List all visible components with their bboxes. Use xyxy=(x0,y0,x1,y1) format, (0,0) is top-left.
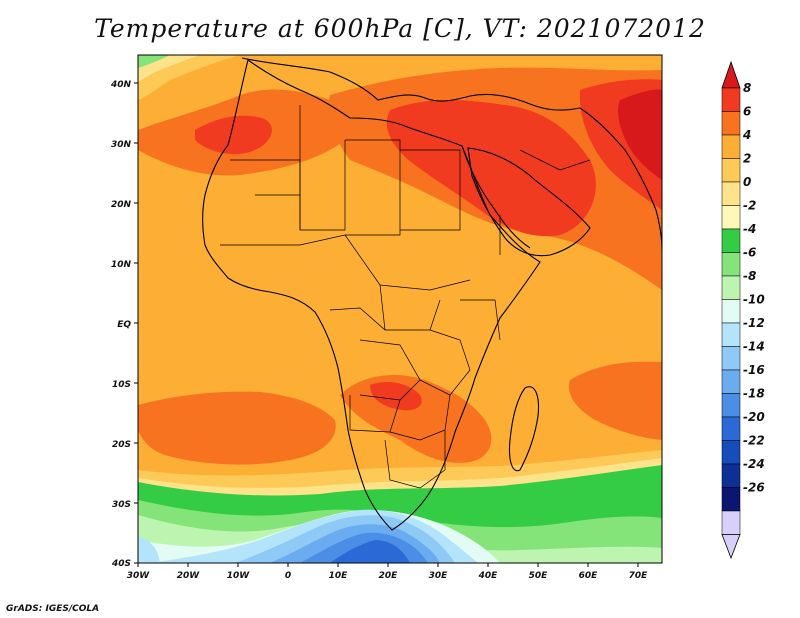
colorbar-cell xyxy=(721,416,741,441)
colorbar: 8 6 4 2 0 -2 -4 -6 -8 -10 -12 -14 -16 -1… xyxy=(721,60,765,560)
colorbar-label: 6 xyxy=(743,105,751,119)
lon-label-60e: 60E xyxy=(579,571,599,581)
colorbar-label: -22 xyxy=(743,434,765,448)
lon-label-50e: 50E xyxy=(529,571,549,581)
colorbar-cell xyxy=(721,252,741,277)
lat-label-10s: 10S xyxy=(112,380,131,390)
colorbar-label: -14 xyxy=(743,340,765,354)
lon-label-40e: 40E xyxy=(478,571,499,581)
colorbar-cell xyxy=(721,510,741,535)
colorbar-top-arrow xyxy=(721,60,741,89)
lat-label-40n: 40N xyxy=(110,80,132,90)
lon-label-20e: 20E xyxy=(379,571,399,581)
lat-label-20n: 20N xyxy=(111,200,132,210)
credit-text: GrADS: IGES/COLA xyxy=(6,604,100,614)
colorbar-cell xyxy=(721,181,741,206)
colorbar-label: 4 xyxy=(742,128,751,142)
colorbar-label: -20 xyxy=(743,410,765,424)
colorbar-cell xyxy=(721,134,741,159)
colorbar-label: -18 xyxy=(743,387,765,401)
colorbar-label: -8 xyxy=(743,269,756,283)
colorbar-label: -6 xyxy=(743,246,756,260)
colorbar-cell xyxy=(721,299,741,324)
lat-label-20s: 20S xyxy=(112,440,131,450)
colorbar-cell xyxy=(721,111,741,136)
colorbar-cell xyxy=(721,440,741,465)
lon-label-0: 0 xyxy=(285,571,291,581)
lon-label-70e: 70E xyxy=(629,571,649,581)
colorbar-label: 0 xyxy=(743,175,751,189)
lon-label-20w: 20W xyxy=(177,571,201,581)
lon-label-10e: 10E xyxy=(329,571,349,581)
colorbar-cell xyxy=(721,158,741,183)
lon-label-30w: 30W xyxy=(127,571,151,581)
country-borders xyxy=(220,105,591,489)
lat-label-10n: 10N xyxy=(111,260,132,270)
colorbar-label: -4 xyxy=(743,222,756,236)
lon-label-30e: 30E xyxy=(429,571,449,581)
colorbar-bottom-arrow xyxy=(721,534,741,560)
colorbar-cell xyxy=(721,205,741,230)
temperature-field xyxy=(138,55,662,563)
latitude-axis: 40N 30N 20N 10N EQ 10S 20S 30S 40S xyxy=(110,80,138,569)
lat-label-30s: 30S xyxy=(112,500,131,510)
colorbar-cell xyxy=(721,346,741,371)
colorbar-label: -26 xyxy=(743,481,765,495)
map-title: Temperature at 600hPa [C], VT: 202107201… xyxy=(94,14,706,43)
lat-label-eq: EQ xyxy=(117,320,131,330)
colorbar-label: -10 xyxy=(743,293,765,307)
lat-label-40s: 40S xyxy=(111,559,131,569)
colorbar-cell xyxy=(721,393,741,418)
colorbar-label: 8 xyxy=(743,81,751,95)
longitude-axis: 30W 20W 10W 0 10E 20E 30E 40E 50E 60E 70… xyxy=(127,563,648,581)
colorbar-cell xyxy=(721,369,741,394)
lat-label-30n: 30N xyxy=(111,140,132,150)
colorbar-cell xyxy=(721,463,741,488)
colorbar-label: -12 xyxy=(743,316,765,330)
map-frame xyxy=(137,54,663,564)
colorbar-label: -24 xyxy=(743,457,765,471)
colorbar-cell xyxy=(721,322,741,347)
colorbar-label: -2 xyxy=(743,199,756,213)
colorbar-cell xyxy=(721,228,741,253)
coastlines xyxy=(202,57,662,531)
colorbar-cell xyxy=(721,87,741,112)
colorbar-cell xyxy=(721,487,741,512)
colorbar-label: -16 xyxy=(743,363,765,377)
colorbar-cell xyxy=(721,275,741,300)
lon-label-10w: 10W xyxy=(227,571,251,581)
colorbar-label: 2 xyxy=(743,152,751,166)
